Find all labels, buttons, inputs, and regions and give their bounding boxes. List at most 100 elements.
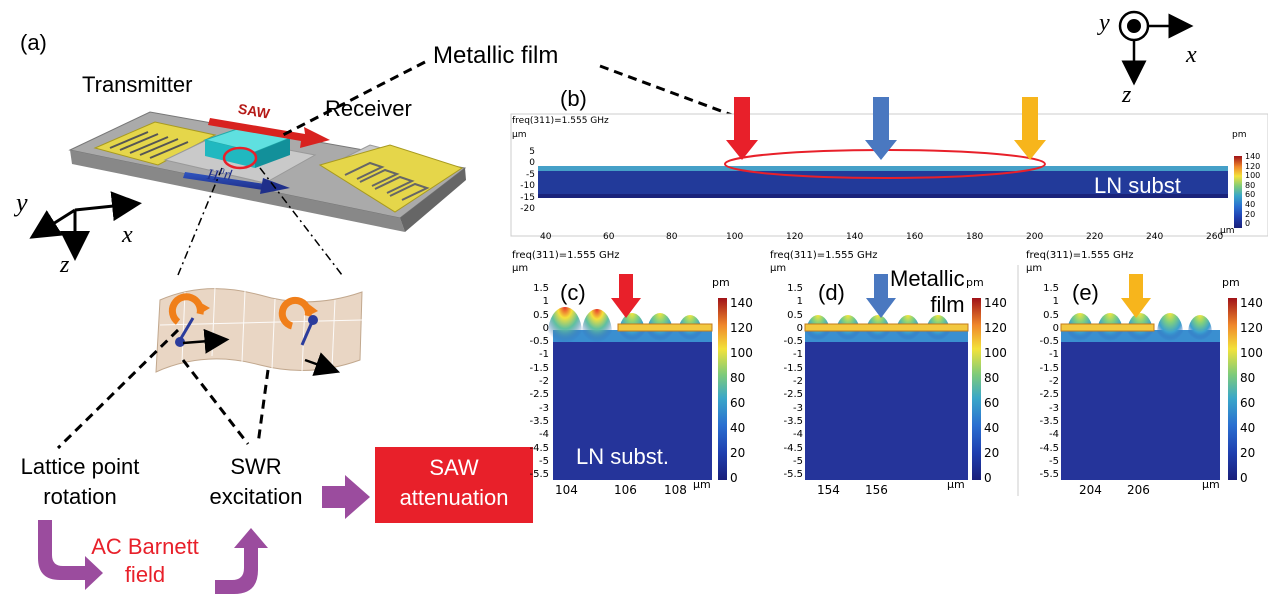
y-tick: 1 — [1052, 296, 1059, 308]
panel-b-y-ticks: 5 0 -5 -10 -15 -20 — [505, 147, 535, 215]
cbar-tick: 20 — [984, 446, 1000, 460]
metallic-film-label: Metallic film — [433, 42, 559, 69]
transmitter-label: Transmitter — [82, 72, 193, 97]
y-tick: -2.5 — [529, 389, 549, 401]
y-tick: -1 — [1049, 349, 1059, 361]
y-tick: -1.5 — [529, 362, 549, 374]
y-tick: -2 — [539, 376, 549, 388]
panel-c-substrate: LN subst. — [576, 444, 669, 469]
panel-b-label: (b) — [560, 86, 587, 111]
panel-c-freq: freq(311)=1.555 GHz — [512, 250, 620, 261]
panel-d-unit-color: pm — [966, 276, 984, 289]
y-tick: 0 — [529, 158, 535, 169]
x-tick: 160 — [906, 232, 924, 242]
swr-line2: excitation — [209, 484, 303, 509]
y-tick: -5.5 — [1039, 469, 1059, 481]
panel-c-unit-axis: μm — [512, 263, 529, 274]
top-axis-z: z — [1122, 82, 1132, 108]
y-tick: 1.5 — [1043, 283, 1059, 294]
cbar-tick: 100 — [984, 346, 1007, 360]
x-tick: 104 — [555, 483, 578, 497]
metallic-line2: film — [930, 292, 965, 317]
x-tick: 260 — [1206, 232, 1224, 242]
y-tick: 0.5 — [1043, 309, 1059, 321]
panel-b-freq: freq(311)=1.555 GHz — [512, 116, 609, 126]
cbar-tick: 100 — [1245, 171, 1261, 181]
panel-e-unit-axis: μm — [1026, 263, 1043, 274]
y-tick: -5 — [539, 455, 549, 467]
panel-d-x-unit: μm — [947, 478, 965, 491]
cbar-tick: 40 — [1245, 199, 1256, 209]
swr-excitation-text: SWR excitation — [196, 452, 316, 512]
cbar-tick: 20 — [730, 446, 746, 460]
panel-c-x-unit: μm — [693, 478, 711, 491]
cbar-tick: 140 — [1245, 152, 1261, 161]
panel-b-plot — [510, 113, 1268, 237]
x-tick: 100 — [726, 232, 744, 242]
cbar-tick: 0 — [1240, 471, 1248, 485]
y-tick: 1 — [796, 296, 803, 308]
y-tick: -5 — [1049, 455, 1059, 467]
panel-b-unit-color: pm — [1232, 130, 1247, 140]
position-arrows — [726, 97, 1046, 160]
panel-e-plot — [1060, 274, 1237, 480]
axis-a-x: x — [122, 222, 133, 248]
y-tick: 0 — [1052, 322, 1059, 334]
panel-d-y-ticks: 1.5 1 0.5 0 -0.5 -1 -1.5 -2 -2.5 -3 -3.5… — [767, 282, 803, 481]
x-tick: 204 — [1079, 483, 1102, 497]
cbar-tick: 60 — [730, 396, 746, 410]
y-tick: -1.5 — [1039, 362, 1059, 374]
x-tick: 206 — [1127, 483, 1150, 497]
cbar-tick: 80 — [730, 371, 746, 385]
top-axis-y: y — [1099, 10, 1110, 36]
top-axes — [1118, 10, 1194, 86]
panel-d-colorbar-ticks: 140 120 100 80 60 40 20 0 — [984, 291, 1007, 491]
x-tick: 200 — [1026, 232, 1044, 242]
cbar-tick: 60 — [984, 396, 1000, 410]
y-tick: 5 — [529, 147, 535, 157]
y-tick: -5 — [526, 169, 535, 180]
panel-d-freq: freq(311)=1.555 GHz — [770, 250, 878, 261]
y-tick: -4.5 — [1039, 442, 1059, 454]
panel-d-plot — [804, 274, 981, 480]
lattice-line2: rotation — [43, 484, 117, 509]
y-tick: -1 — [793, 349, 803, 361]
cbar-tick: 140 — [1240, 296, 1263, 310]
y-tick: -0.5 — [529, 336, 549, 348]
lattice-line1: Lattice point — [20, 454, 140, 479]
cbar-tick: 60 — [1245, 190, 1256, 200]
cbar-tick: 20 — [1240, 446, 1256, 460]
y-tick: -2 — [793, 376, 803, 388]
y-tick: -5 — [793, 455, 803, 467]
y-tick: -4 — [793, 429, 803, 441]
x-tick: 220 — [1086, 232, 1104, 242]
y-tick: -5.5 — [529, 469, 549, 481]
saw-att-line1: SAW — [429, 455, 479, 480]
y-tick: 1 — [542, 296, 549, 308]
cbar-tick: 120 — [1240, 321, 1263, 335]
y-tick: -3.5 — [529, 415, 549, 427]
x-tick: 140 — [846, 232, 864, 242]
y-tick: -2.5 — [1039, 389, 1059, 401]
x-tick: 108 — [664, 483, 687, 497]
x-tick: 106 — [614, 483, 637, 497]
y-tick: -2 — [1049, 376, 1059, 388]
axes-a — [29, 191, 142, 261]
panel-e-unit-color: pm — [1222, 276, 1240, 289]
flow-arrows — [38, 475, 370, 594]
panel-e-label: (e) — [1072, 280, 1099, 305]
panel-c-label: (c) — [560, 280, 586, 305]
x-tick: 60 — [603, 232, 615, 242]
lattice-zoom — [155, 286, 363, 376]
y-tick: -4 — [1049, 429, 1059, 441]
cbar-tick: 140 — [730, 296, 753, 310]
y-tick: -4.5 — [529, 442, 549, 454]
panel-c-colorbar-ticks: 140 120 100 80 60 40 20 0 — [730, 291, 753, 491]
y-tick: 0 — [542, 322, 549, 334]
y-tick: -0.5 — [1039, 336, 1059, 348]
cbar-tick: 80 — [1245, 180, 1256, 190]
x-tick: 240 — [1146, 232, 1164, 242]
cbar-tick: 0 — [730, 471, 738, 485]
y-tick: -3.5 — [1039, 415, 1059, 427]
